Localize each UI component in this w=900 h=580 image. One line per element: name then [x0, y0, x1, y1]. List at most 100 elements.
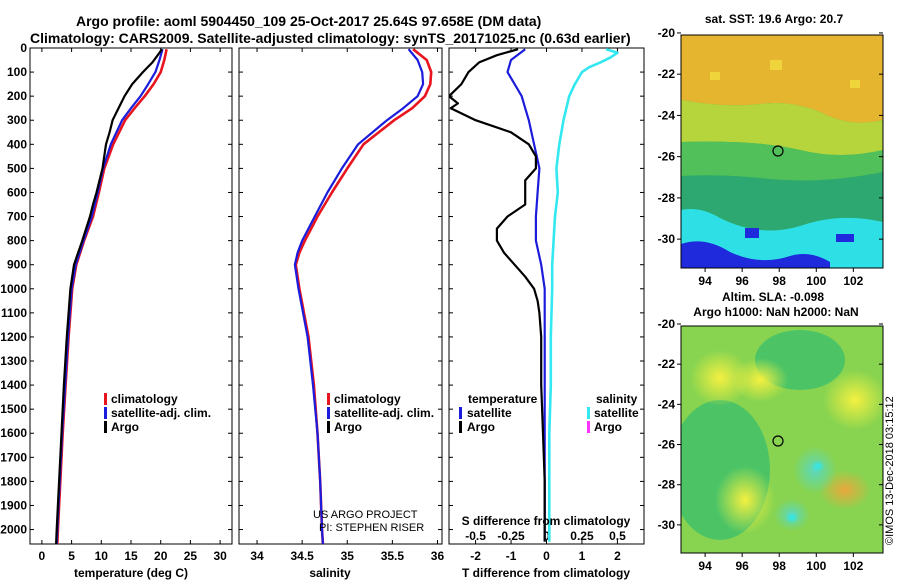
y-tick-label: 1400: [0, 378, 27, 392]
legend-argo-swatch: [327, 421, 330, 433]
x-tick-label: 34.5: [290, 549, 314, 563]
s-tick-label: 0.5: [609, 529, 626, 543]
salinity-x-label: salinity: [309, 566, 351, 580]
sla-float-marker: [772, 435, 784, 447]
difference-top-label: S difference from climatology: [462, 514, 631, 528]
x-tick-label: 20: [154, 549, 168, 563]
legend-satellite-label: satellite-adj. clim.: [111, 406, 211, 420]
legend-climatology-swatch: [104, 393, 107, 405]
sla-map: [681, 326, 883, 553]
x-tick-label: 25: [184, 549, 198, 563]
legend-climatology-label: climatology: [334, 392, 401, 406]
lon-tick-label: 102: [843, 559, 863, 573]
y-tick-label: 900: [7, 258, 27, 272]
sla-yellow-blob-1: [690, 350, 750, 406]
y-tick-label: 2000: [0, 523, 27, 537]
x-tick-label: 0: [39, 549, 46, 563]
sst-speck-4: [770, 60, 782, 70]
sst-mid-green: [681, 172, 883, 231]
y-tick-label: 300: [7, 113, 27, 127]
temperature-x-label: temperature (deg C): [74, 566, 188, 580]
sst-speck-2: [836, 234, 854, 242]
y-tick-label: 700: [7, 210, 27, 224]
legend-salinity-title: salinity: [596, 392, 638, 406]
s-tick-label: 0: [543, 529, 550, 543]
salinity-axis-ticks: 34 34.5 35 35.5 36: [239, 47, 444, 563]
difference-lines: [449, 48, 619, 542]
sla-map-title-1: Altim. SLA: -0.098: [722, 290, 824, 304]
lat-tick-label: -22: [658, 357, 676, 371]
temperature-axis-ticks: 0100200300400500600700800900100011001200…: [0, 41, 232, 563]
lat-tick-label: -26: [658, 150, 676, 164]
sla-yellow-blob-3: [823, 370, 883, 430]
sst-speck-3: [710, 72, 720, 80]
legend-sal-satellite-label: satellite: [594, 406, 639, 420]
series-line-temperature-satellite: [506, 48, 546, 542]
x-tick-label: 2: [614, 549, 621, 563]
series-line-salinity-satellite: [547, 48, 619, 542]
y-tick-label: 1900: [0, 498, 27, 512]
sla-yellow-blob-2: [732, 358, 788, 402]
lon-tick-label: 98: [773, 274, 787, 288]
sla-yellow-blob-4: [715, 466, 775, 534]
y-tick-label: 1000: [0, 282, 27, 296]
x-tick-label: -2: [470, 549, 481, 563]
y-tick-label: 1200: [0, 330, 27, 344]
x-tick-label: 1: [579, 549, 586, 563]
difference-axis-ticks: -2 -1 0 1 2 -0.5 -0.25 0 0.25 0.5: [449, 47, 644, 563]
s-tick-label: 0.25: [570, 529, 594, 543]
temperature-legend: climatology satellite-adj. clim. Argo: [104, 392, 211, 434]
y-tick-label: 200: [7, 89, 27, 103]
y-tick-label: 1600: [0, 426, 27, 440]
s-tick-label: -0.5: [465, 529, 486, 543]
legend-satellite-swatch: [104, 407, 107, 419]
sst-map-ticks: -20 -22 -24 -26 -28 -30 94 96 98 100 102: [658, 26, 883, 288]
legend-temperature-title: temperature: [468, 392, 538, 406]
legend-temp-satellite-swatch: [459, 407, 462, 419]
legend-sal-argo-label: Argo: [594, 420, 622, 434]
y-tick-label: 1100: [1, 306, 27, 320]
legend-satellite-swatch: [327, 407, 330, 419]
lon-tick-label: 94: [698, 559, 712, 573]
sst-map: [681, 35, 883, 268]
lat-tick-label: -26: [658, 438, 676, 452]
x-tick-label: 15: [124, 549, 138, 563]
lon-tick-label: 94: [698, 274, 712, 288]
legend-sal-satellite-swatch: [587, 407, 590, 419]
x-tick-label: 10: [95, 549, 109, 563]
y-tick-label: 1500: [0, 402, 27, 416]
series-line-argo: [55, 48, 163, 544]
x-tick-label: 30: [213, 549, 227, 563]
x-tick-label: 34: [250, 549, 264, 563]
header-line-1: Argo profile: aoml 5904450_109 25-Oct-20…: [76, 13, 541, 29]
s-tick-label: -0.25: [497, 529, 525, 543]
lat-tick-label: -20: [658, 26, 676, 40]
sst-map-frame: [680, 34, 884, 269]
lon-tick-label: 100: [806, 559, 826, 573]
legend-climatology-label: climatology: [111, 392, 178, 406]
x-tick-label: 5: [68, 549, 75, 563]
lat-tick-label: -22: [658, 67, 676, 81]
legend-temp-argo-swatch: [459, 421, 462, 433]
series-line-satellite-adj-clim-: [293, 48, 425, 544]
x-tick-label: 35.5: [381, 549, 405, 563]
header-line-2: Climatology: CARS2009. Satellite-adjuste…: [30, 30, 631, 46]
lon-tick-label: 96: [735, 559, 749, 573]
y-tick-label: 500: [7, 161, 27, 175]
sst-yellow-band: [681, 100, 883, 155]
sst-speck-1: [745, 228, 759, 238]
temperature-lines: [55, 48, 168, 544]
sst-map-title: sat. SST: 19.6 Argo: 20.7: [705, 12, 844, 26]
legend-temp-argo-label: Argo: [467, 420, 495, 434]
lon-tick-label: 100: [806, 274, 826, 288]
lon-tick-label: 102: [843, 274, 863, 288]
difference-x-label: T difference from climatology: [462, 566, 630, 580]
sla-map-title-2: Argo h1000: NaN h2000: NaN: [693, 305, 858, 319]
y-tick-label: 400: [7, 137, 27, 151]
y-tick-label: 1800: [0, 474, 27, 488]
sst-cold-band: [681, 241, 830, 268]
y-tick-label: 0: [20, 41, 27, 55]
y-tick-label: 100: [7, 65, 27, 79]
legend-satellite-label: satellite-adj. clim.: [334, 406, 434, 420]
